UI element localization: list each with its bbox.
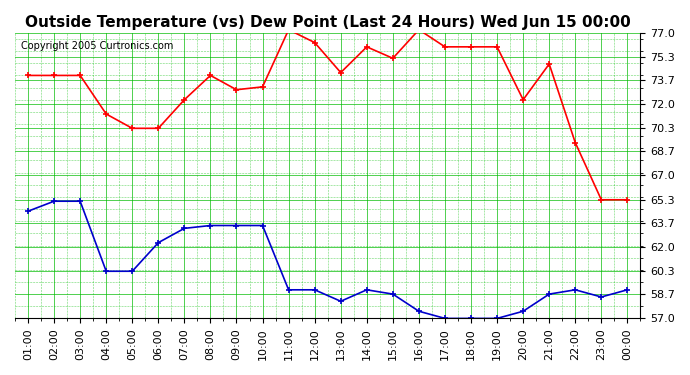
- Text: Copyright 2005 Curtronics.com: Copyright 2005 Curtronics.com: [21, 41, 174, 51]
- Title: Outside Temperature (vs) Dew Point (Last 24 Hours) Wed Jun 15 00:00: Outside Temperature (vs) Dew Point (Last…: [25, 15, 631, 30]
